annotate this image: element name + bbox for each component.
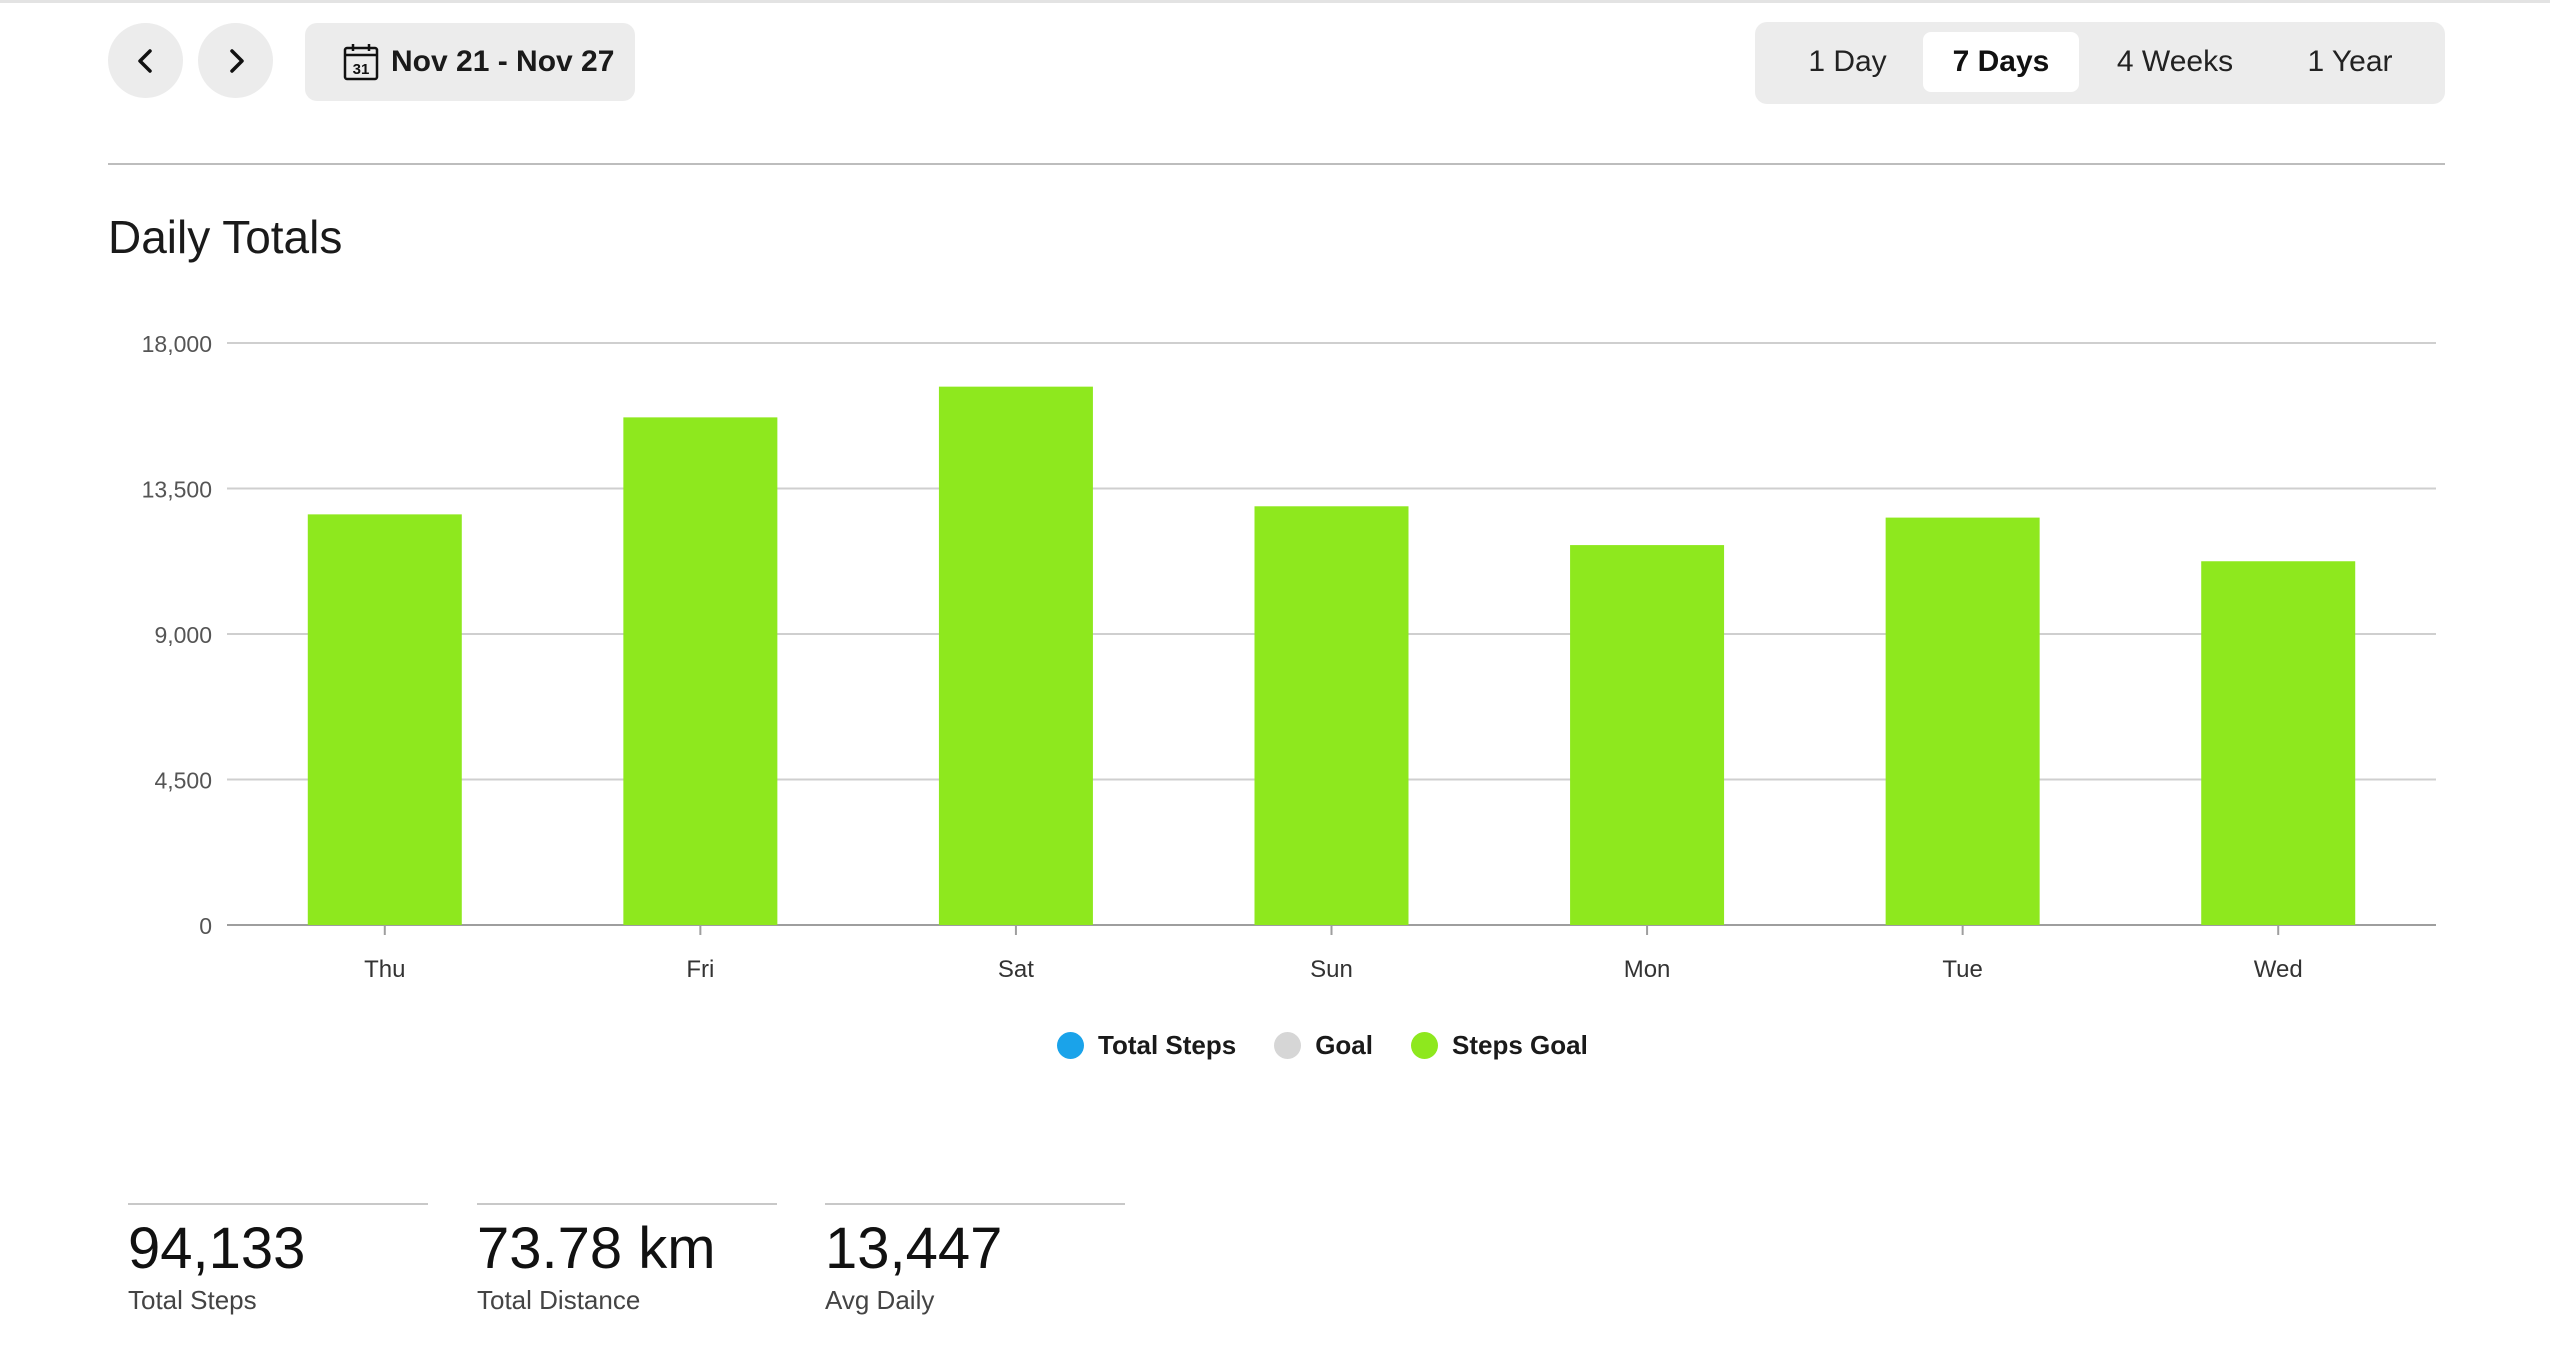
legend-label-total-steps: Total Steps xyxy=(1098,1030,1237,1060)
stat-divider xyxy=(825,1203,1125,1205)
stat-value-total-steps: 94,133 xyxy=(128,1216,306,1281)
x-tick-label: Sat xyxy=(998,956,1034,983)
daily-totals-chart: 0 4,500 9,000 13,500 18,000 Thu Fri Sat Sun Mon Tu… xyxy=(142,331,2436,983)
stat-divider xyxy=(128,1203,428,1205)
legend-label-goal: Goal xyxy=(1315,1030,1373,1060)
section-title: Daily Totals xyxy=(108,211,343,263)
bar-sun xyxy=(1254,506,1409,925)
stat-label-total-steps: Total Steps xyxy=(128,1285,257,1315)
range-tab-4-weeks[interactable]: 4 Weeks xyxy=(2116,45,2234,78)
date-range-button[interactable]: 31 Nov 21 - Nov 27 xyxy=(305,23,635,101)
x-tick-label: Thu xyxy=(364,956,405,983)
calendar-icon: 31 xyxy=(343,44,379,81)
legend-dot-total-steps xyxy=(1057,1032,1084,1059)
x-tick-label: Tue xyxy=(1942,956,1982,983)
y-tick-label: 13,500 xyxy=(142,477,212,503)
y-tick-label: 18,000 xyxy=(142,331,212,357)
bar-sat xyxy=(938,386,1093,925)
bar-thu xyxy=(307,514,462,925)
stat-value-avg-daily: 13,447 xyxy=(825,1216,1003,1281)
bar-fri xyxy=(623,417,778,925)
range-selector: 1 Day 7 Days 4 Weeks 1 Year xyxy=(1755,22,2445,104)
chevron-right-icon xyxy=(229,48,244,73)
next-period-button[interactable] xyxy=(198,23,273,98)
x-tick-label: Wed xyxy=(2254,956,2303,983)
date-range-label: Nov 21 - Nov 27 xyxy=(391,45,615,78)
legend-label-steps-goal: Steps Goal xyxy=(1452,1030,1588,1060)
chart-legend: Total Steps Goal Steps Goal xyxy=(1057,1030,1626,1061)
header-divider xyxy=(108,163,2445,165)
previous-period-button[interactable] xyxy=(108,23,183,98)
range-tab-1-year[interactable]: 1 Year xyxy=(2307,45,2393,78)
stat-label-avg-daily: Avg Daily xyxy=(825,1285,935,1315)
chevron-left-icon xyxy=(137,48,152,73)
stat-total-distance: 73.78 km Total Distance xyxy=(477,1203,777,1316)
legend-item-total-steps[interactable]: Total Steps xyxy=(1057,1030,1236,1061)
y-tick-label: 4,500 xyxy=(154,768,212,794)
bar-mon xyxy=(1570,545,1725,925)
top-border xyxy=(0,0,2550,3)
y-tick-label: 0 xyxy=(199,913,212,939)
stat-divider xyxy=(477,1203,777,1205)
x-tick-label: Sun xyxy=(1310,956,1353,983)
legend-dot-steps-goal xyxy=(1411,1032,1438,1059)
x-tick-label: Fri xyxy=(686,956,714,983)
x-tick-label: Mon xyxy=(1624,956,1671,983)
range-tab-1-day[interactable]: 1 Day xyxy=(1808,45,1887,78)
range-tab-7-days[interactable]: 7 Days xyxy=(1923,32,2079,92)
stat-label-total-distance: Total Distance xyxy=(477,1285,641,1315)
bar-wed xyxy=(2201,561,2356,925)
legend-item-steps-goal[interactable]: Steps Goal xyxy=(1411,1030,1588,1061)
bar-tue xyxy=(1885,517,2040,925)
y-tick-label: 9,000 xyxy=(154,622,212,648)
calendar-day: 31 xyxy=(353,61,370,78)
legend-dot-goal xyxy=(1274,1032,1302,1059)
stat-value-total-distance: 73.78 km xyxy=(477,1216,716,1281)
legend-item-goal[interactable]: Goal xyxy=(1274,1030,1373,1061)
stat-avg-daily: 13,447 Avg Daily xyxy=(825,1203,1125,1316)
stat-total-steps: 94,133 Total Steps xyxy=(128,1203,428,1316)
